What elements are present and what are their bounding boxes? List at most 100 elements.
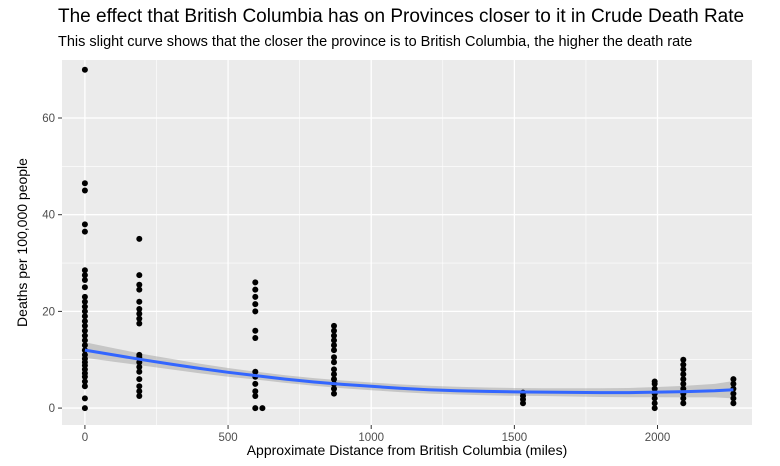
x-axis: 0 500 1000 1500 2000	[82, 425, 671, 444]
data-points	[81, 66, 737, 412]
data-point	[331, 332, 337, 339]
data-point	[136, 272, 143, 279]
y-tick-label: 40	[42, 210, 55, 222]
data-point	[136, 310, 143, 317]
data-point	[331, 376, 337, 383]
data-point	[680, 371, 687, 378]
data-point	[252, 380, 259, 387]
y-tick-label: 0	[49, 403, 55, 415]
x-tick-label: 0	[82, 432, 88, 444]
data-point	[81, 66, 88, 73]
data-point	[81, 277, 88, 283]
plot-panel	[62, 60, 752, 425]
data-point	[651, 385, 658, 392]
x-tick-label: 500	[218, 432, 237, 444]
data-point	[136, 364, 143, 370]
data-point	[81, 272, 88, 279]
data-point	[81, 337, 88, 344]
data-point	[81, 351, 88, 358]
data-point	[331, 347, 337, 354]
data-point	[81, 322, 88, 329]
data-point	[136, 298, 143, 305]
data-point	[81, 293, 88, 300]
data-point	[136, 315, 143, 322]
data-point	[680, 376, 687, 383]
data-point	[81, 318, 88, 325]
y-tick-label: 20	[42, 306, 55, 318]
data-point	[136, 281, 143, 288]
data-point	[136, 306, 143, 312]
data-point	[651, 400, 658, 407]
data-point	[81, 221, 88, 228]
data-point	[331, 337, 337, 344]
data-point	[81, 313, 88, 320]
x-tick-label: 2000	[645, 432, 671, 444]
data-point	[331, 322, 337, 329]
x-tick-label: 1000	[358, 432, 384, 444]
data-point	[252, 335, 259, 341]
data-point	[136, 393, 143, 399]
data-point	[136, 320, 143, 327]
data-point	[252, 388, 259, 395]
data-point	[81, 332, 88, 339]
y-axis-title: Deaths per 100,000 people	[14, 158, 30, 327]
data-point	[81, 378, 88, 385]
data-point	[252, 405, 259, 412]
data-point	[331, 342, 337, 349]
data-point	[252, 368, 259, 375]
data-point	[252, 393, 259, 399]
data-point	[136, 286, 143, 293]
data-point	[136, 388, 143, 395]
chart-title: The effect that British Columbia has on …	[58, 6, 745, 27]
smooth-trend-line	[84, 348, 734, 395]
data-point	[331, 371, 337, 378]
data-point	[680, 361, 687, 368]
data-point	[252, 286, 259, 293]
y-axis: 0 20 40 60	[42, 113, 62, 415]
data-point	[81, 267, 88, 274]
chart-subtitle: This slight curve shows that the closer …	[58, 34, 693, 50]
data-point	[680, 395, 687, 402]
data-point	[651, 395, 658, 402]
data-point	[136, 351, 143, 358]
data-point	[81, 298, 88, 305]
grid-minor	[62, 60, 752, 425]
data-point	[331, 327, 337, 334]
data-point	[81, 405, 88, 412]
data-point	[136, 383, 143, 390]
data-point	[136, 368, 143, 375]
data-point	[680, 356, 687, 363]
x-axis-title: Approximate Distance from British Columb…	[247, 442, 568, 458]
data-point	[331, 359, 337, 366]
data-point	[252, 327, 259, 334]
data-point	[136, 235, 143, 242]
data-point	[252, 308, 259, 315]
data-point	[81, 228, 88, 235]
data-point	[680, 366, 687, 373]
data-point	[81, 308, 88, 315]
data-point	[680, 400, 687, 407]
data-point	[651, 405, 658, 412]
data-point	[81, 395, 88, 402]
y-tick-label: 60	[42, 113, 55, 125]
data-point	[331, 366, 337, 373]
data-point	[730, 380, 737, 387]
data-point	[81, 180, 88, 187]
data-point	[680, 380, 687, 387]
data-point	[730, 376, 737, 383]
data-point	[730, 400, 737, 407]
data-point	[81, 342, 88, 349]
data-point	[252, 279, 259, 286]
data-point	[81, 327, 88, 334]
data-point	[81, 383, 88, 390]
data-point	[81, 303, 88, 310]
data-point	[252, 293, 259, 300]
data-point	[730, 395, 737, 402]
x-tick-label: 1500	[502, 432, 528, 444]
data-point	[331, 354, 337, 361]
data-point	[331, 385, 337, 392]
data-point	[136, 376, 143, 383]
data-point	[651, 378, 658, 385]
data-point	[81, 284, 88, 291]
